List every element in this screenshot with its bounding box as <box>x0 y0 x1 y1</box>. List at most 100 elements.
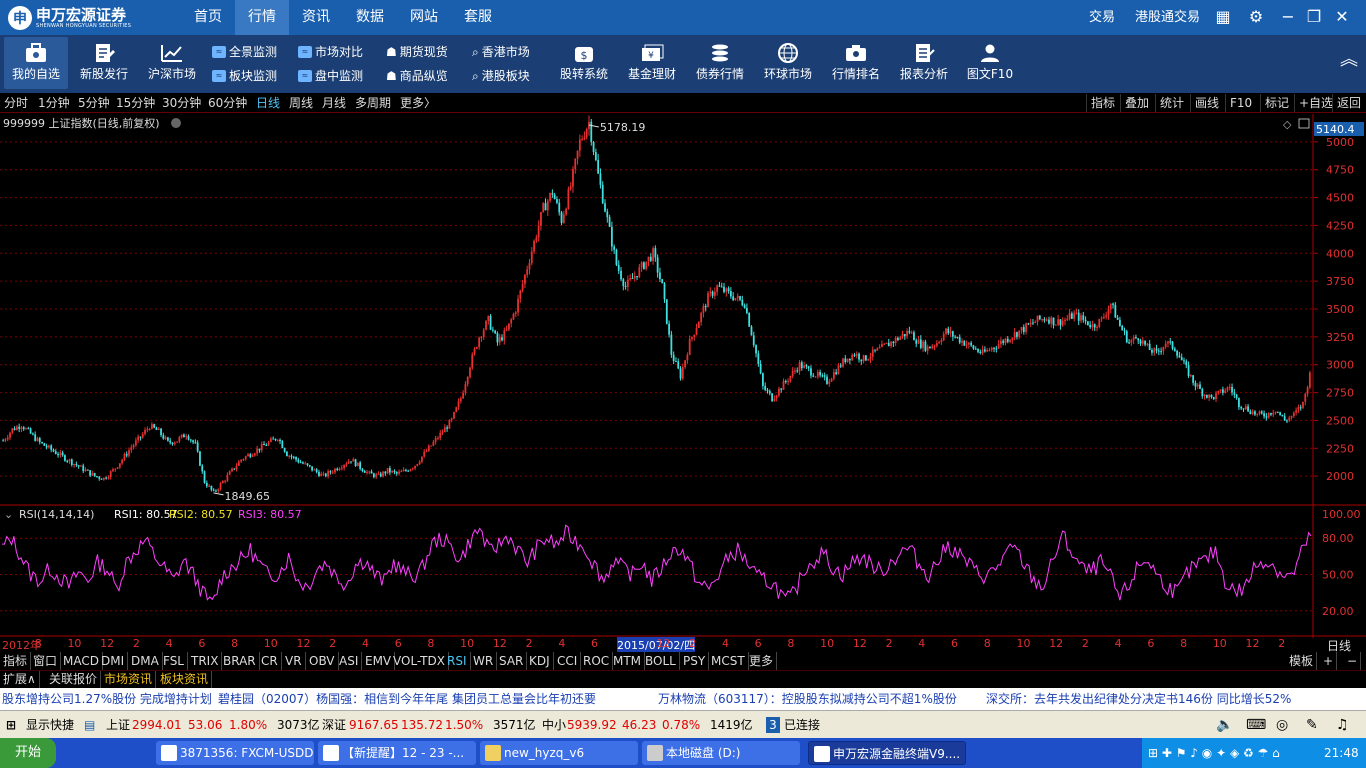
toolbar-neeq-system[interactable]: $ 股转系统 <box>552 37 616 89</box>
toolbar-sector-monitor[interactable]: ≈ 板块监测 <box>212 68 277 84</box>
btn-add-watchlist[interactable]: +自选 <box>1294 94 1337 112</box>
indicator-tab-rsi[interactable]: RSI <box>444 652 471 670</box>
edit-icon[interactable]: ✎ <box>1306 717 1318 733</box>
nav-trade[interactable]: 交易 <box>1089 10 1116 25</box>
indicator-tab-窗口[interactable]: 窗口 <box>30 652 62 670</box>
period-weekly[interactable]: 周线 <box>289 96 314 110</box>
taskbar-item[interactable]: new_hyzq_v6 <box>480 741 638 765</box>
taskbar-item[interactable]: 本地磁盘 (D:) <box>642 741 800 765</box>
layout-grid-icon[interactable]: ▦ <box>1215 7 1231 26</box>
kline-chart-area[interactable]: 999999 上证指数(日线,前复权) 5140.4 ◇ 2000 2250 250… <box>0 114 1366 638</box>
nav-service[interactable]: 套服 <box>464 9 492 25</box>
remove-pane-button[interactable]: − <box>1344 652 1362 670</box>
keyboard-icon[interactable]: ⌨ <box>1246 717 1267 733</box>
toolbar-market-compare[interactable]: ≈ 市场对比 <box>298 44 363 60</box>
ticker-item[interactable]: 深交所：去年共发出纪律处分决定书146份 同比增长52% <box>986 692 1292 706</box>
btn-overlay[interactable]: 叠加 <box>1120 94 1153 112</box>
close-icon[interactable]: ✕ <box>1335 7 1349 26</box>
indicator-tab-cr[interactable]: CR <box>258 652 282 670</box>
bell-icon[interactable]: ♫ <box>1336 717 1349 733</box>
nav-home[interactable]: 首页 <box>194 9 222 25</box>
start-button[interactable]: 开始 <box>0 738 56 768</box>
tab-market-news[interactable]: 市场资讯 <box>101 671 157 688</box>
toolbar-fund-finance[interactable]: ¥ 基金理财 <box>620 37 684 89</box>
period-tick[interactable]: 分时 <box>4 96 29 110</box>
collapse-chevron-icon[interactable]: ︽ <box>1340 49 1358 70</box>
indicator-tab-dma[interactable]: DMA <box>128 652 163 670</box>
btn-statistics[interactable]: 统计 <box>1155 94 1188 112</box>
period-30min[interactable]: 30分钟 <box>162 96 202 110</box>
indicator-tab-vr[interactable]: VR <box>282 652 306 670</box>
nav-hk-connect-trade[interactable]: 港股通交易 <box>1135 10 1201 25</box>
add-pane-button[interactable]: + <box>1320 652 1338 670</box>
rsi-collapse-icon[interactable]: ⌄ <box>4 508 13 521</box>
indicator-tab-asi[interactable]: ASI <box>336 652 363 670</box>
indicator-tab-roc[interactable]: ROC <box>580 652 614 670</box>
taskbar-item-active[interactable]: 申万宏源金融终端V9.... <box>808 741 966 765</box>
indicator-tab-dmi[interactable]: DMI <box>98 652 129 670</box>
indicator-tab-更多[interactable]: 更多 <box>746 652 778 670</box>
tray-icons[interactable]: ⊞ ✚ ⚑ ♪ ◉ ✦ ◈ ♻ ☂ ⌂ <box>1148 746 1280 760</box>
chart-title-dropdown-icon[interactable] <box>171 118 181 128</box>
taskbar-item[interactable]: 【新提醒】12 - 23 -... <box>318 741 476 765</box>
indicator-tab-psy[interactable]: PSY <box>680 652 710 670</box>
nav-news[interactable]: 资讯 <box>302 9 330 25</box>
chat-icon[interactable]: ◎ <box>1276 717 1289 733</box>
btn-back[interactable]: 返回 <box>1332 94 1365 112</box>
toolbar-sh-sz-market[interactable]: 沪深市场 <box>140 37 204 89</box>
period-1min[interactable]: 1分钟 <box>38 96 70 110</box>
period-daily[interactable]: 日线 <box>256 96 281 110</box>
period-multi[interactable]: 多周期 <box>355 96 392 110</box>
toolbar-panorama-monitor[interactable]: ≈ 全景监测 <box>212 44 277 60</box>
period-monthly[interactable]: 月线 <box>322 96 347 110</box>
toolbar-hk-market[interactable]: ⌕ 香港市场 <box>472 44 530 60</box>
indicator-tab-trix[interactable]: TRIX <box>188 652 223 670</box>
btn-f10[interactable]: F10 <box>1225 94 1256 112</box>
gear-icon[interactable]: ⚙ <box>1248 7 1264 26</box>
nav-quotes[interactable]: 行情 <box>235 0 289 35</box>
minimize-icon[interactable]: − <box>1281 7 1295 26</box>
indicator-tab-mcst[interactable]: MCST <box>708 652 749 670</box>
btn-draw-line[interactable]: 画线 <box>1190 94 1223 112</box>
tab-expand[interactable]: 扩展∧ <box>0 671 40 688</box>
period-60min[interactable]: 60分钟 <box>208 96 248 110</box>
toolbar-quote-ranking[interactable]: 行情排名 <box>824 37 888 89</box>
restore-icon[interactable]: ❐ <box>1306 7 1322 26</box>
indicator-tab-mtm[interactable]: MTM <box>610 652 646 670</box>
indicator-tab-cci[interactable]: CCI <box>554 652 582 670</box>
template-button[interactable]: 模板 <box>1286 652 1318 670</box>
toolbar-futures-spot[interactable]: ☗ 期货现货 <box>386 44 448 60</box>
toolbar-hk-sectors[interactable]: ⌕ 港股板块 <box>472 68 530 84</box>
taskbar-item[interactable]: 3871356: FXCM-USDDe... <box>156 741 314 765</box>
btn-mark[interactable]: 标记 <box>1260 94 1293 112</box>
ticker-item[interactable]: 碧桂园（02007）杨国强：相信到今年年尾 集团员工总量会比年初还要 <box>218 692 596 706</box>
toolbar-my-watchlist[interactable]: 我的自选 <box>4 37 68 89</box>
btn-indicator[interactable]: 指标 <box>1086 94 1119 112</box>
indicator-tab-brar[interactable]: BRAR <box>220 652 260 670</box>
indicator-tab-kdj[interactable]: KDJ <box>526 652 554 670</box>
diamond-icon[interactable]: ◇ <box>1283 118 1292 131</box>
window-toggle-icon[interactable] <box>1298 118 1310 129</box>
indicator-tab-emv[interactable]: EMV <box>362 652 396 670</box>
nav-data[interactable]: 数据 <box>356 9 384 25</box>
toolbar-f10[interactable]: 图文F10 <box>958 37 1022 89</box>
ticker-item[interactable]: 股东增持公司1.27%股份 完成增持计划 <box>2 692 212 706</box>
indicator-tab-fsl[interactable]: FSL <box>160 652 188 670</box>
plus-icon[interactable]: ⊞ <box>6 718 17 732</box>
nav-website[interactable]: 网站 <box>410 9 438 25</box>
indicator-tab-macd[interactable]: MACD <box>60 652 103 670</box>
indicator-tab-sar[interactable]: SAR <box>496 652 528 670</box>
toolbar-commodity-overview[interactable]: ☗ 商品纵览 <box>386 68 448 84</box>
toolbar-intraday-monitor[interactable]: ≈ 盘中监测 <box>298 68 363 84</box>
indicator-tab-obv[interactable]: OBV <box>306 652 339 670</box>
speaker-icon[interactable]: 🔈 <box>1216 717 1234 733</box>
tab-related-quotes[interactable]: 关联报价 <box>46 671 102 688</box>
indicator-tab-boll[interactable]: BOLL <box>642 652 680 670</box>
period-more[interactable]: 更多〉 <box>400 96 437 110</box>
toolbar-global-market[interactable]: 环球市场 <box>756 37 820 89</box>
toolbar-report-analysis[interactable]: 报表分析 <box>892 37 956 89</box>
ticker-item[interactable]: 万林物流（603117）：控股股东拟减持公司不超1%股份 <box>658 692 957 706</box>
toolbar-bond-quotes[interactable]: 债券行情 <box>688 37 752 89</box>
indicator-tab-wr[interactable]: WR <box>470 652 498 670</box>
toolbar-new-ipo[interactable]: 新股发行 <box>72 37 136 89</box>
